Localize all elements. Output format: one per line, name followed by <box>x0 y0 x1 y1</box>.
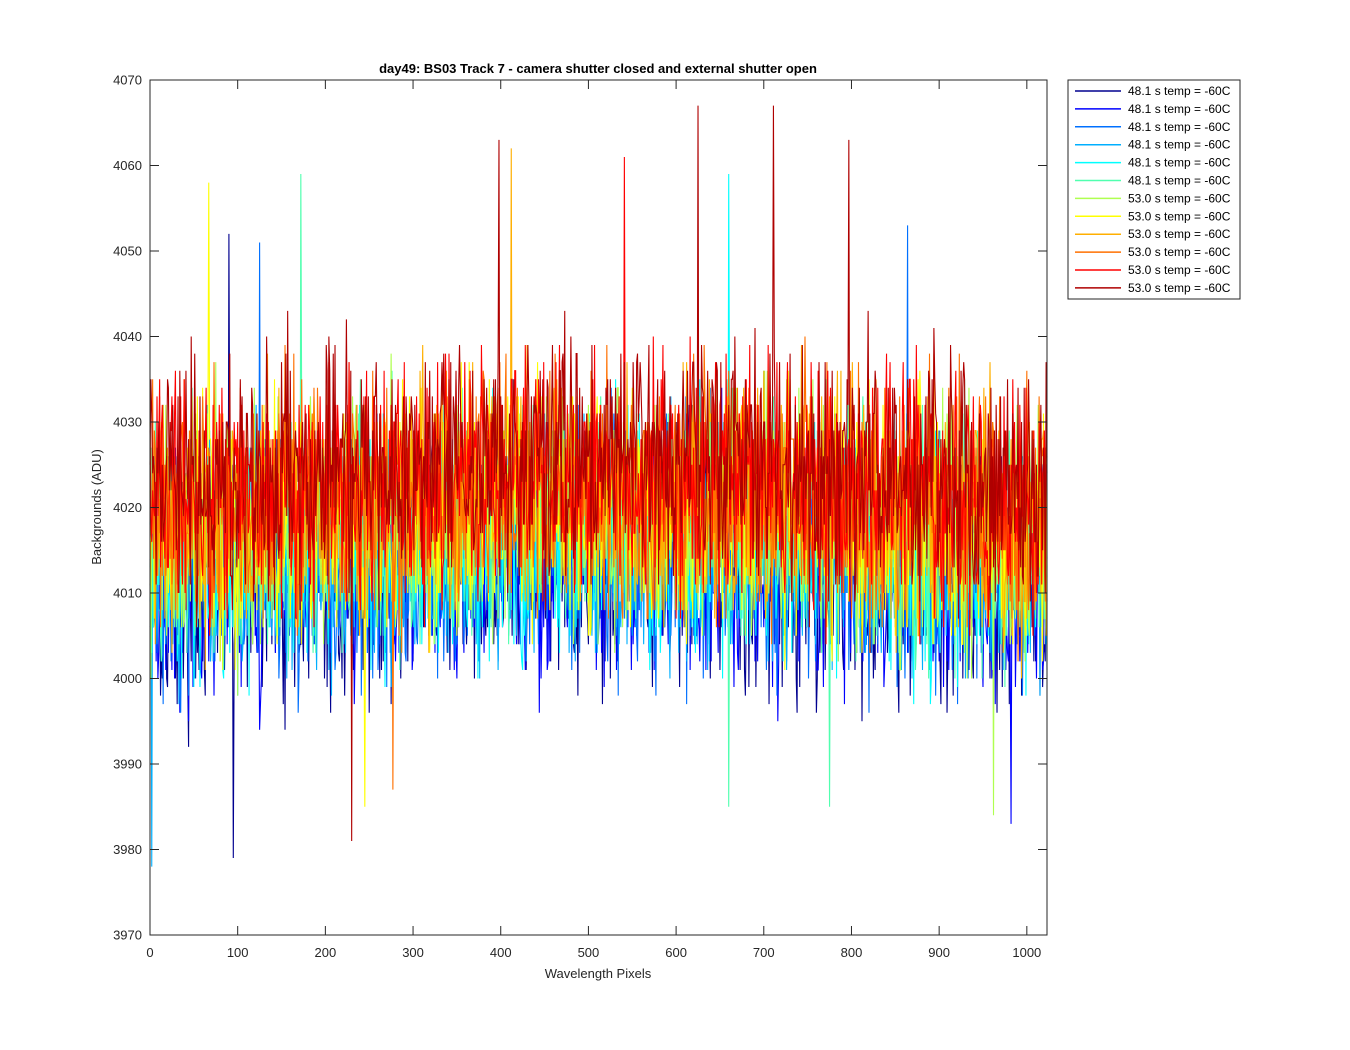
series-layer <box>149 105 1048 867</box>
legend-label-3: 48.1 s temp = -60C <box>1128 120 1231 134</box>
x-tick-label: 200 <box>315 945 337 960</box>
legend-label-11: 53.0 s temp = -60C <box>1128 263 1231 277</box>
tick-layer: 0 100 200 300 400 500 600 700 800 900 1000 3970 3980… <box>113 73 1047 960</box>
legend-label-7: 53.0 s temp = -60C <box>1128 191 1231 205</box>
x-tick-label: 800 <box>841 945 863 960</box>
x-tick-label: 0 <box>146 945 153 960</box>
y-tick-label: 4010 <box>113 586 142 601</box>
y-tick-label: 4000 <box>113 671 142 686</box>
x-tick-label: 600 <box>665 945 687 960</box>
legend-label-10: 53.0 s temp = -60C <box>1128 245 1231 259</box>
x-tick-label: 1000 <box>1012 945 1041 960</box>
legend-box <box>1067 79 1241 300</box>
y-tick-label: 4070 <box>113 73 142 88</box>
legend-label-4: 48.1 s temp = -60C <box>1128 138 1231 152</box>
series-line-12 <box>149 105 1048 841</box>
series-line-11 <box>149 156 1047 645</box>
x-tick-label: 400 <box>490 945 512 960</box>
x-tick-label: 700 <box>753 945 775 960</box>
legend-items: 48.1 s temp = -60C 48.1 s temp = -60C 48.1… <box>1075 84 1231 295</box>
legend-label-8: 53.0 s temp = -60C <box>1128 209 1231 223</box>
legend-label-5: 48.1 s temp = -60C <box>1128 156 1231 170</box>
plot-area: 0 100 200 300 400 500 600 700 800 900 1000 3970 3980… <box>113 73 1048 960</box>
x-tick-label: 500 <box>578 945 600 960</box>
x-axis-label: Wavelength Pixels <box>545 966 652 981</box>
legend-label-9: 53.0 s temp = -60C <box>1128 227 1231 241</box>
y-tick-label: 4060 <box>113 158 142 173</box>
y-tick-label: 3970 <box>113 928 142 943</box>
y-axis-label: Backgrounds (ADU) <box>89 449 104 565</box>
legend-label-6: 48.1 s temp = -60C <box>1128 174 1231 188</box>
legend: 48.1 s temp = -60C 48.1 s temp = -60C 48.1… <box>1067 79 1241 300</box>
y-tick-label: 4050 <box>113 244 142 259</box>
legend-label-1: 48.1 s temp = -60C <box>1128 84 1231 98</box>
x-tick-label: 300 <box>402 945 424 960</box>
y-tick-label: 4020 <box>113 500 142 515</box>
chart-title: day49: BS03 Track 7 - camera shutter clo… <box>379 61 817 76</box>
y-tick-label: 4030 <box>113 415 142 430</box>
legend-label-12: 53.0 s temp = -60C <box>1128 281 1231 295</box>
x-tick-label: 100 <box>227 945 249 960</box>
y-tick-label: 3990 <box>113 757 142 772</box>
x-tick-label: 900 <box>928 945 950 960</box>
y-tick-label: 3980 <box>113 842 142 857</box>
legend-label-2: 48.1 s temp = -60C <box>1128 102 1231 116</box>
y-tick-label: 4040 <box>113 329 142 344</box>
